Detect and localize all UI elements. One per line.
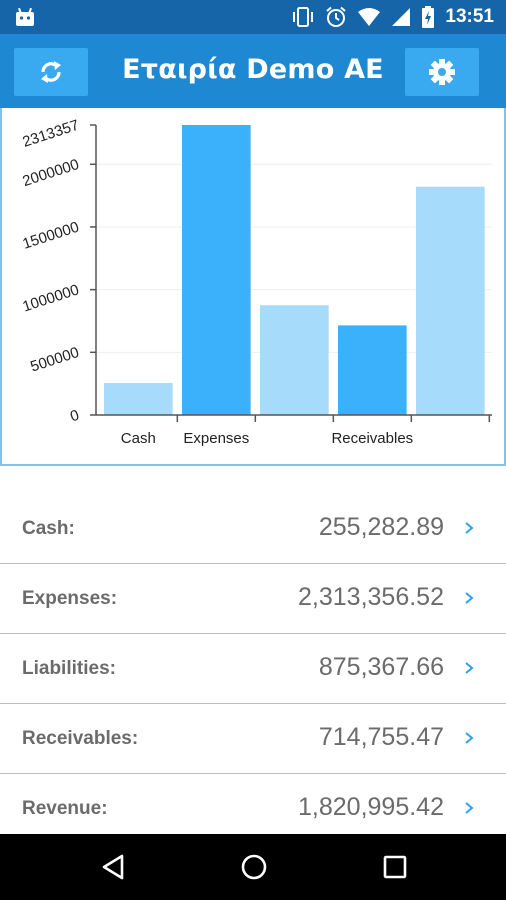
refresh-button[interactable]	[14, 48, 88, 96]
status-bar: 13:51	[0, 0, 506, 34]
bar-revenue	[416, 186, 485, 415]
y-tick-label: 2313357	[20, 117, 81, 151]
y-tick-label: 1000000	[20, 281, 81, 315]
chevron-right-icon	[465, 522, 474, 534]
list-item-label: Revenue:	[22, 798, 108, 819]
list-item-receivables[interactable]: Receivables: 714,755.47	[0, 704, 506, 774]
bar-expenses	[182, 125, 251, 415]
y-tick-label: 500000	[28, 344, 81, 376]
list-item-revenue[interactable]: Revenue: 1,820,995.42	[0, 774, 506, 844]
x-tick-label: Receivables	[331, 430, 413, 447]
x-tick-label: Cash	[121, 430, 156, 447]
chevron-right-icon	[465, 662, 474, 674]
android-icon	[14, 7, 36, 27]
list-item-cash[interactable]: Cash: 255,282.89	[0, 494, 506, 564]
bar-receivables	[338, 325, 407, 415]
list-item-value: 714,755.47	[318, 723, 444, 751]
y-tick-label: 2000000	[20, 156, 81, 190]
page-title: Εταιρία Demo AE	[122, 54, 384, 85]
list-item-label: Expenses:	[22, 588, 118, 609]
bar-chart: 0 500000 1000000 1500000 2000000 2313357 Cash E…	[0, 108, 506, 466]
refresh-icon	[41, 61, 61, 83]
list-item-label: Cash:	[22, 518, 75, 539]
y-tick-label: 0	[68, 407, 81, 426]
list-item-liabilities[interactable]: Liabilities: 875,367.66	[0, 634, 506, 704]
list-item-value: 2,313,356.52	[298, 583, 444, 611]
signal-icon	[392, 8, 411, 26]
list-item-label: Liabilities:	[22, 658, 116, 679]
recent-apps-icon[interactable]	[378, 850, 412, 884]
wifi-icon	[358, 8, 381, 26]
x-tick-label: Expenses	[183, 430, 249, 447]
back-icon[interactable]	[98, 850, 132, 884]
chevron-right-icon	[465, 802, 474, 814]
app-bar: Εταιρία Demo AE	[0, 34, 506, 108]
chevron-right-icon	[465, 732, 474, 744]
list-item-expenses[interactable]: Expenses: 2,313,356.52	[0, 564, 506, 634]
status-time: 13:51	[445, 6, 494, 27]
navigation-bar	[0, 834, 506, 900]
battery-charging-icon	[422, 6, 435, 28]
list-item-value: 875,367.66	[318, 653, 444, 681]
bar-liabilities	[260, 305, 329, 415]
list-item-value: 1,820,995.42	[298, 793, 444, 821]
settings-gear-icon	[429, 59, 455, 85]
bar-cash	[104, 382, 173, 415]
list-item-label: Receivables:	[22, 728, 139, 749]
alarm-icon	[326, 6, 347, 27]
home-icon[interactable]	[237, 850, 271, 884]
account-list: Cash: 255,282.89 Expenses: 2,313,356.52 …	[0, 494, 506, 844]
settings-button[interactable]	[405, 48, 479, 96]
list-item-value: 255,282.89	[318, 513, 444, 541]
chevron-right-icon	[465, 592, 474, 604]
bar-chart-svg: 0 500000 1000000 1500000 2000000 2313357 Cash E…	[20, 117, 492, 447]
vibrate-icon	[293, 7, 314, 27]
y-tick-label: 1500000	[20, 219, 81, 253]
